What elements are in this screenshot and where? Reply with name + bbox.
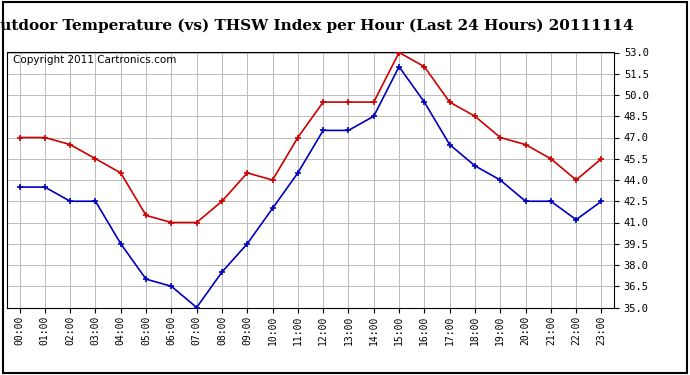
Text: Copyright 2011 Cartronics.com: Copyright 2011 Cartronics.com [13, 55, 177, 65]
Text: Outdoor Temperature (vs) THSW Index per Hour (Last 24 Hours) 20111114: Outdoor Temperature (vs) THSW Index per … [0, 19, 634, 33]
